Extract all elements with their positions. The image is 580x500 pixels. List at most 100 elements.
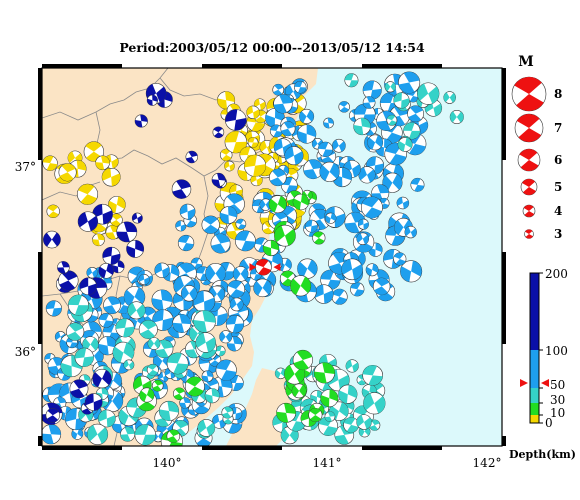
mechanism-553 <box>397 137 413 152</box>
map-title: Period:2003/05/12 00:00--2013/05/12 14:5… <box>119 40 425 55</box>
mechanism-199 <box>323 117 334 129</box>
mechanism-110 <box>265 108 285 128</box>
mechanism-397 <box>134 424 156 446</box>
magnitude-label-6: 6 <box>554 153 562 167</box>
magnitude-label-8: 8 <box>554 87 562 101</box>
mechanism-246 <box>179 203 196 220</box>
mechanism-490 <box>292 349 313 371</box>
mechanism-205 <box>407 105 425 123</box>
x-tick-142: 142° <box>473 456 502 470</box>
mechanism-489 <box>313 362 336 384</box>
magnitude-label-5: 5 <box>554 180 562 194</box>
depth-band-blue <box>530 350 539 388</box>
mechanism-539 <box>84 393 103 411</box>
mechanism-387 <box>201 370 214 383</box>
mechanism-424 <box>146 363 159 376</box>
mechanism-523 <box>77 211 99 232</box>
depth-band-cyan <box>530 388 539 403</box>
mechanism-425 <box>138 319 158 339</box>
mechanism-154 <box>325 212 337 224</box>
mechanism-63 <box>246 105 260 120</box>
mechanism-555 <box>449 109 464 125</box>
magnitude-label-3: 3 <box>554 227 562 241</box>
mechanism-533 <box>146 94 158 106</box>
magnitude-icon-5 <box>520 178 538 196</box>
mechanism-188 <box>398 71 421 94</box>
mechanism-432 <box>195 332 216 353</box>
mechanism-510 <box>139 387 155 403</box>
mechanism-165 <box>356 232 370 246</box>
mechanism-468 <box>338 384 358 404</box>
mechanism-431 <box>221 406 234 419</box>
mechanism-331 <box>215 359 237 381</box>
mechanism-83 <box>95 155 110 171</box>
mechanism-200 <box>357 218 369 230</box>
mechanism-426 <box>193 310 216 333</box>
depth-axis-label: Depth(km) <box>509 448 576 461</box>
magnitude-legend-icons <box>511 76 547 239</box>
mechanism-103 <box>358 166 376 184</box>
mechanism-140 <box>350 282 365 297</box>
mechanism-255 <box>45 300 62 317</box>
mechanism-467 <box>318 416 338 436</box>
mechanism-325 <box>42 424 62 445</box>
mechanism-401 <box>82 336 99 353</box>
magnitude-icon-3 <box>524 229 534 239</box>
mechanism-516 <box>102 246 121 265</box>
mechanism-545 <box>443 91 456 104</box>
mechanism-488 <box>308 408 323 423</box>
mechanism-499 <box>262 239 280 257</box>
mechanism-201 <box>273 94 293 114</box>
map-frame <box>38 64 506 450</box>
mechanism-179 <box>365 263 379 277</box>
mechanism-104 <box>338 101 350 113</box>
mechanism-541 <box>45 408 60 423</box>
mechanism-371 <box>98 313 114 328</box>
mechanism-69 <box>244 154 267 177</box>
y-tick-37: 37° <box>15 160 36 174</box>
mechanism-540 <box>92 368 112 389</box>
mechanism-406 <box>147 337 161 350</box>
mechanism-228 <box>232 266 249 282</box>
mechanism-456 <box>343 417 359 433</box>
mechanism-396 <box>120 426 136 442</box>
mechanism-512 <box>116 221 138 243</box>
mechanism-525 <box>57 261 70 274</box>
mechanism-95 <box>400 260 423 283</box>
mechanism-529 <box>171 179 192 199</box>
depth-marker-right <box>541 379 549 387</box>
mechanism-531 <box>212 126 225 139</box>
mechanism-457 <box>356 414 372 430</box>
magnitude-icon-7 <box>514 113 544 143</box>
mechanism-497 <box>312 231 326 245</box>
mechanism-414 <box>197 419 216 437</box>
mechanism-388 <box>214 345 226 357</box>
mechanism-430 <box>74 347 94 367</box>
mechanism-120 <box>393 252 407 266</box>
depth-tick-30: 30 <box>550 393 565 407</box>
mechanism-554 <box>393 92 410 109</box>
mechanism-98 <box>272 83 285 96</box>
mechanism-405 <box>158 400 180 421</box>
x-tick-141: 141° <box>313 456 342 470</box>
mechanism-352 <box>172 313 192 333</box>
mechanism-542 <box>344 73 359 88</box>
mechanism-242 <box>210 233 231 254</box>
mechanism-311 <box>71 427 84 440</box>
mechanism-225 <box>234 230 256 252</box>
mechanism-501 <box>292 193 310 211</box>
mechanism-142 <box>362 80 382 100</box>
mechanism-237 <box>219 206 238 224</box>
mechanism-500 <box>274 224 296 247</box>
mechanism-146 <box>372 277 391 296</box>
mechanism-552 <box>353 117 371 136</box>
mechanism-519 <box>58 270 79 291</box>
mechanism-383 <box>179 397 191 409</box>
mechanism-227 <box>175 220 187 232</box>
mechanism-546 <box>403 122 421 140</box>
depth-tick-100: 100 <box>545 344 568 358</box>
mechanism-515 <box>131 212 143 224</box>
mechanism-194 <box>269 168 287 187</box>
earthquake-mechanisms <box>42 71 464 446</box>
magnitude-icon-8 <box>511 76 547 112</box>
